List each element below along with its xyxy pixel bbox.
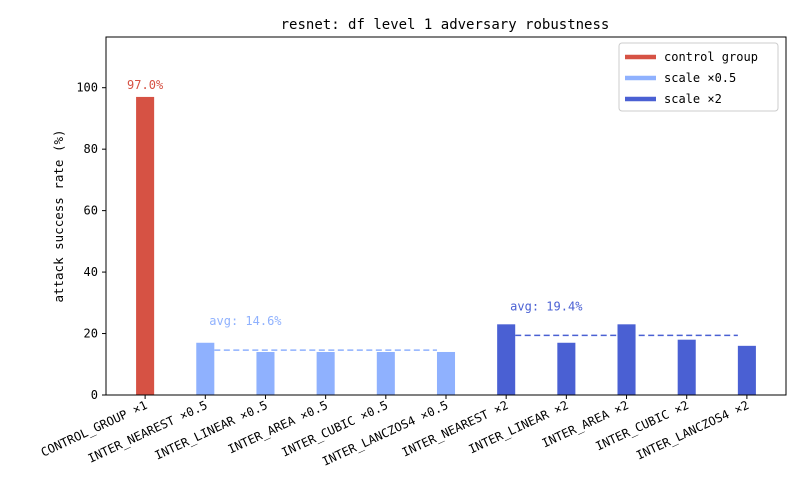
y-tick-label-20: 20 xyxy=(84,327,98,341)
y-ticks: 0 20 40 60 80 100 xyxy=(76,81,106,402)
bar-9 xyxy=(677,339,696,395)
legend-label-1: scale ×0.5 xyxy=(664,71,736,85)
bar-3 xyxy=(316,351,335,395)
bar-7 xyxy=(557,342,576,395)
y-tick-label-80: 80 xyxy=(84,142,98,156)
plot-frame xyxy=(105,36,787,396)
y-tick-label-40: 40 xyxy=(84,265,98,279)
x-tick-label-3: INTER_AREA ×0.5 xyxy=(226,398,330,456)
bars xyxy=(136,96,756,396)
legend-label-2: scale ×2 xyxy=(664,92,722,106)
bar-6 xyxy=(497,324,516,395)
legend-box xyxy=(618,42,779,112)
y-axis-label: attack success rate (%) xyxy=(51,129,66,302)
bar-10 xyxy=(737,345,756,395)
bar-2 xyxy=(256,351,275,395)
y-tick-label-60: 60 xyxy=(84,204,98,218)
bar-5 xyxy=(436,351,456,395)
bar-4 xyxy=(376,351,395,395)
data-labels: 97.0% xyxy=(127,78,164,92)
bar-0 xyxy=(136,96,155,396)
legend-label-0: control group xyxy=(664,50,758,64)
x-tick-label-7: INTER_LINEAR ×2 xyxy=(466,398,570,456)
x-tick-label-2: INTER_LINEAR ×0.5 xyxy=(153,398,270,463)
average-lines: avg: 14.6% avg: 19.4% xyxy=(209,299,738,351)
x-tick-label-6: INTER_NEAREST ×2 xyxy=(400,398,511,460)
average-label-0: avg: 14.6% xyxy=(209,314,282,328)
average-label-1: avg: 19.4% xyxy=(510,299,583,313)
bar-1 xyxy=(196,342,215,395)
chart-title: resnet: df level 1 adversary robustness xyxy=(281,17,610,33)
y-tick-label-100: 100 xyxy=(76,81,98,95)
y-tick-label-0: 0 xyxy=(91,388,98,402)
x-tick-label-10: INTER_LANCZOS4 ×2 xyxy=(634,398,751,463)
data-label-0: 97.0% xyxy=(127,78,164,92)
bar-8 xyxy=(617,324,636,395)
legend: control group scale ×0.5 scale ×2 xyxy=(618,42,779,112)
